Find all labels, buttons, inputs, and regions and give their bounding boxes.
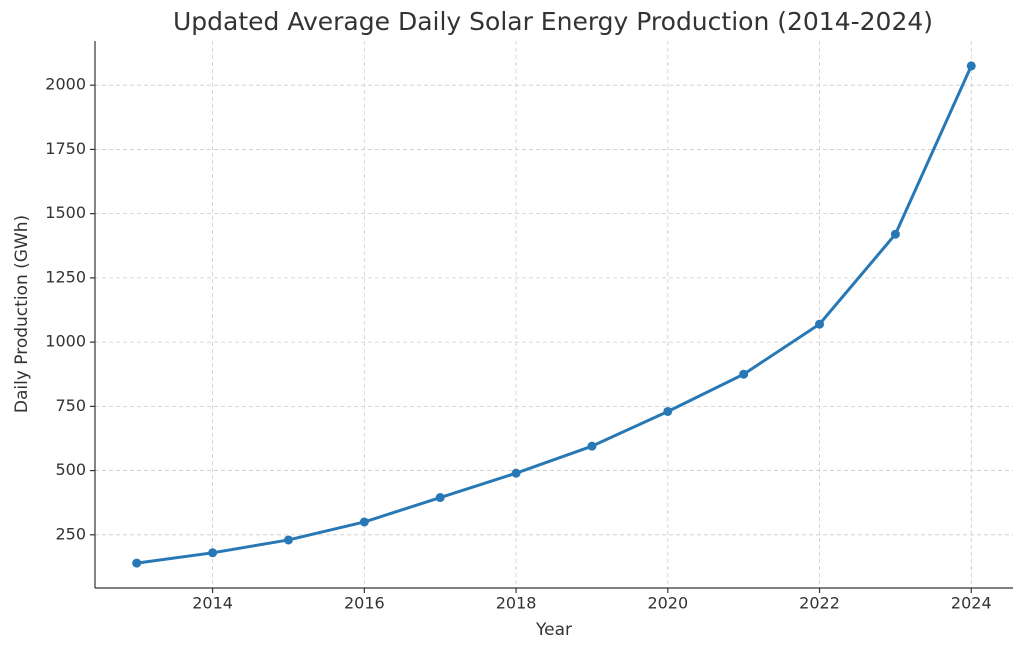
data-point <box>208 548 218 558</box>
data-point <box>359 517 369 527</box>
x-tick-label: 2022 <box>799 594 840 613</box>
chart-title: Updated Average Daily Solar Energy Produ… <box>173 7 933 36</box>
y-tick-label: 1750 <box>45 139 86 158</box>
data-point <box>435 493 445 503</box>
data-point <box>132 558 142 568</box>
data-point <box>815 319 825 329</box>
y-tick-label: 1250 <box>45 267 86 286</box>
x-tick-label: 2020 <box>647 594 688 613</box>
data-point <box>890 229 900 239</box>
y-tick-label: 2000 <box>45 75 86 94</box>
y-tick-label: 250 <box>55 524 86 543</box>
x-tick-label: 2024 <box>951 594 992 613</box>
data-point <box>587 441 597 451</box>
data-point <box>511 468 521 478</box>
data-point <box>966 61 976 71</box>
x-tick-label: 2016 <box>344 594 385 613</box>
y-tick-label: 500 <box>55 460 86 479</box>
x-tick-label: 2018 <box>496 594 537 613</box>
data-point <box>739 369 749 379</box>
y-tick-label: 750 <box>55 396 86 415</box>
y-axis-label: Daily Production (GWh) <box>12 215 32 413</box>
data-point <box>283 535 293 545</box>
x-tick-label: 2014 <box>192 594 233 613</box>
y-tick-label: 1500 <box>45 203 86 222</box>
y-tick-label: 1000 <box>45 332 86 351</box>
data-point <box>663 406 673 416</box>
x-axis-label: Year <box>535 620 572 640</box>
data-line <box>136 65 973 565</box>
